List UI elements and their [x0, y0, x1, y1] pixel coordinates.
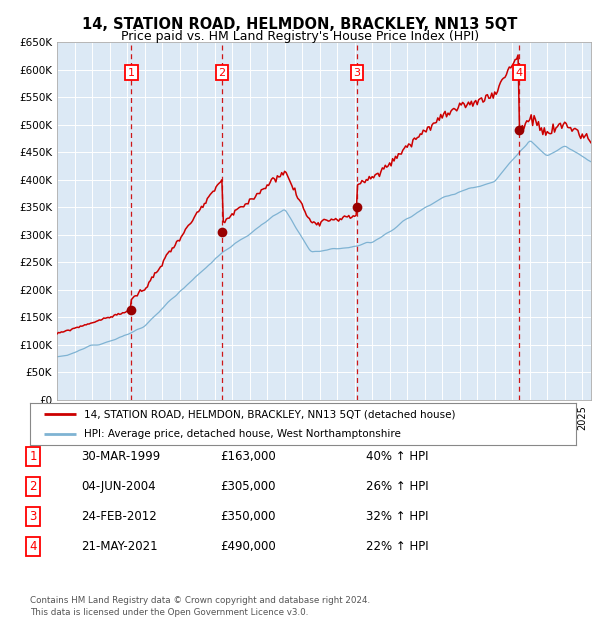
- Text: 32% ↑ HPI: 32% ↑ HPI: [366, 510, 428, 523]
- Text: 26% ↑ HPI: 26% ↑ HPI: [366, 480, 428, 493]
- Text: £490,000: £490,000: [220, 540, 276, 552]
- Text: 1: 1: [128, 68, 135, 78]
- Text: 3: 3: [29, 510, 37, 523]
- Text: HPI: Average price, detached house, West Northamptonshire: HPI: Average price, detached house, West…: [83, 429, 400, 439]
- Text: 24-FEB-2012: 24-FEB-2012: [81, 510, 157, 523]
- Text: Contains HM Land Registry data © Crown copyright and database right 2024.
This d: Contains HM Land Registry data © Crown c…: [30, 596, 370, 617]
- Text: 2: 2: [218, 68, 226, 78]
- Text: 14, STATION ROAD, HELMDON, BRACKLEY, NN13 5QT (detached house): 14, STATION ROAD, HELMDON, BRACKLEY, NN1…: [83, 409, 455, 419]
- Text: 04-JUN-2004: 04-JUN-2004: [81, 480, 155, 493]
- Text: £350,000: £350,000: [221, 510, 276, 523]
- Text: 14, STATION ROAD, HELMDON, BRACKLEY, NN13 5QT: 14, STATION ROAD, HELMDON, BRACKLEY, NN1…: [82, 17, 518, 32]
- Text: 4: 4: [29, 540, 37, 552]
- Text: 22% ↑ HPI: 22% ↑ HPI: [366, 540, 428, 552]
- Text: 2: 2: [29, 480, 37, 493]
- Text: 3: 3: [353, 68, 361, 78]
- Text: £305,000: £305,000: [221, 480, 276, 493]
- Text: 21-MAY-2021: 21-MAY-2021: [81, 540, 158, 552]
- Text: £163,000: £163,000: [220, 451, 276, 463]
- Text: Price paid vs. HM Land Registry's House Price Index (HPI): Price paid vs. HM Land Registry's House …: [121, 30, 479, 43]
- Text: 40% ↑ HPI: 40% ↑ HPI: [366, 451, 428, 463]
- Text: 1: 1: [29, 451, 37, 463]
- Text: 30-MAR-1999: 30-MAR-1999: [81, 451, 160, 463]
- Text: 4: 4: [515, 68, 523, 78]
